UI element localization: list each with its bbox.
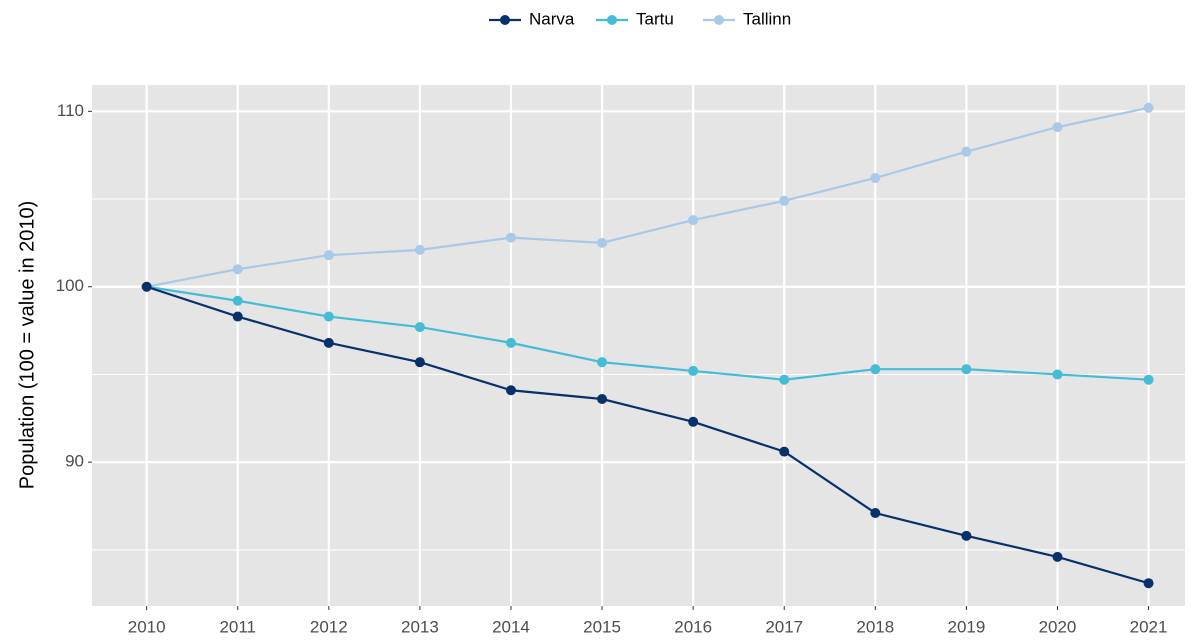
- y-tick-label: 110: [57, 101, 84, 120]
- data-point: [1143, 374, 1154, 385]
- x-tick-label: 2018: [856, 617, 894, 636]
- legend-label: Tallinn: [743, 9, 791, 28]
- x-tick-label: 2021: [1130, 617, 1168, 636]
- x-tick-label: 2014: [492, 617, 530, 636]
- data-point: [414, 357, 425, 368]
- plot-panel: [92, 85, 1185, 606]
- data-point: [505, 232, 516, 243]
- data-point: [323, 250, 334, 261]
- series-line: [146, 285, 1149, 585]
- x-tick-label: 2020: [1039, 617, 1077, 636]
- data-point: [1052, 122, 1063, 133]
- x-tick-label: 2017: [765, 617, 803, 636]
- x-tick-label: 2013: [401, 617, 439, 636]
- x-tick-label: 2011: [219, 617, 256, 636]
- data-point: [505, 385, 516, 396]
- data-point: [779, 195, 790, 206]
- legend-marker: [607, 15, 617, 25]
- series-line: [146, 285, 1149, 381]
- data-point: [414, 244, 425, 255]
- x-tick-label: 2010: [128, 617, 166, 636]
- data-point: [323, 311, 334, 322]
- data-point: [870, 172, 881, 183]
- y-tick-label: 90: [65, 452, 84, 471]
- legend-label: Narva: [529, 9, 575, 28]
- data-point: [688, 416, 699, 427]
- y-tick-label: 100: [56, 276, 84, 295]
- x-tick-label: 2012: [310, 617, 348, 636]
- data-point: [870, 508, 881, 519]
- data-point: [688, 365, 699, 376]
- data-point: [597, 357, 608, 368]
- data-point: [505, 337, 516, 348]
- series-line: [146, 106, 1149, 288]
- data-point: [1052, 551, 1063, 562]
- data-point: [141, 281, 152, 292]
- data-point: [1052, 369, 1063, 380]
- data-point: [597, 237, 608, 248]
- legend-marker: [500, 15, 510, 25]
- data-point: [870, 364, 881, 375]
- data-point: [323, 337, 334, 348]
- data-point: [232, 311, 243, 322]
- data-point: [961, 530, 972, 541]
- data-point: [597, 394, 608, 405]
- data-point: [232, 264, 243, 275]
- legend-marker: [714, 15, 724, 25]
- data-point: [1143, 578, 1154, 589]
- x-tick-label: 2015: [583, 617, 621, 636]
- data-point: [779, 374, 790, 385]
- y-axis-label: Population (100 = value in 2010): [16, 201, 38, 490]
- data-point: [961, 146, 972, 157]
- data-point: [961, 364, 972, 375]
- x-tick-label: 2016: [674, 617, 712, 636]
- data-point: [688, 215, 699, 226]
- data-point: [232, 295, 243, 306]
- data-point: [779, 446, 790, 457]
- data-point: [1143, 102, 1154, 113]
- data-point: [414, 322, 425, 333]
- x-tick-label: 2019: [947, 617, 985, 636]
- legend-label: Tartu: [636, 9, 674, 28]
